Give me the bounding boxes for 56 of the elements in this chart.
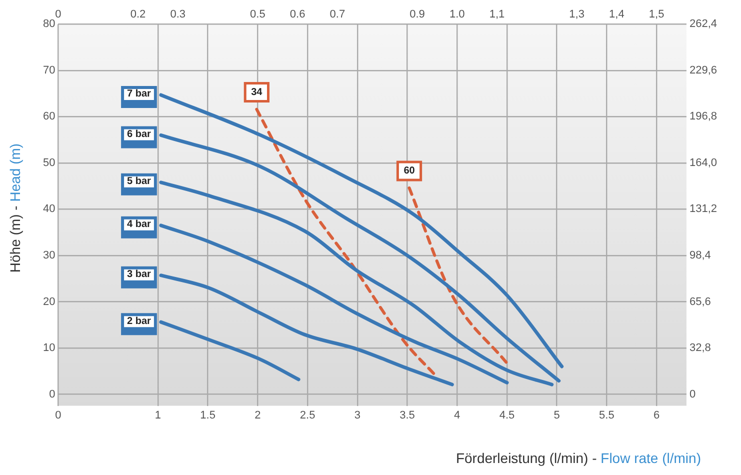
x-tick-label: 5.5 xyxy=(599,409,614,422)
y-axis-title: Höhe (m) - Head (m) xyxy=(7,143,23,273)
x-tick-label: 4 xyxy=(454,409,460,422)
line-series xyxy=(159,274,454,386)
line-series xyxy=(159,180,554,386)
x-tick-label: 2 xyxy=(254,409,261,422)
series-label: 4 bar xyxy=(127,219,152,230)
x2-tick-label: 1,1 xyxy=(489,8,505,21)
x2-tick-label: 1.0 xyxy=(449,8,465,21)
y-tick-label: 70 xyxy=(42,64,56,76)
y2-tick-label: 0 xyxy=(689,388,696,400)
x2-tick-label: 0.3 xyxy=(170,8,186,21)
x2-tick-label: 1,4 xyxy=(609,8,624,21)
x-tick-label: 2.5 xyxy=(300,409,316,422)
x2-tick-label: 0.2 xyxy=(130,8,146,21)
series-label: 34 xyxy=(251,87,263,98)
series-label: 6 bar xyxy=(127,128,152,140)
line-series xyxy=(159,224,509,384)
x-tick-label: 5 xyxy=(554,409,560,422)
y2-tick-label: 164,0 xyxy=(689,156,718,169)
y-tick-label: 0 xyxy=(49,388,56,400)
y2-tick-label: 229,6 xyxy=(689,64,718,76)
y-tick-label: 80 xyxy=(42,18,56,30)
series-label: 3 bar xyxy=(127,269,152,280)
y-tick-label: 10 xyxy=(42,342,56,354)
x-tick-label: 4.5 xyxy=(499,409,515,422)
series-label: 2 bar xyxy=(127,316,152,327)
y2-tick-label: 262,4 xyxy=(689,18,718,30)
x-axis-title: Förderleistung (l/min) - Flow rate (l/min) xyxy=(456,450,701,466)
x-tick-label: 6 xyxy=(653,409,660,422)
x2-tick-label: 0.5 xyxy=(250,8,266,21)
y2-tick-label: 196,8 xyxy=(689,110,718,123)
y-tick-label: 60 xyxy=(42,110,56,123)
x-tick-label: 3.5 xyxy=(400,409,415,422)
series-label: 60 xyxy=(404,166,416,177)
x2-tick-label: 1,5 xyxy=(648,8,664,21)
y-tick-label: 50 xyxy=(42,156,56,169)
line-series xyxy=(159,133,561,383)
x2-tick-label: 0.6 xyxy=(290,8,306,21)
y2-tick-label: 98,4 xyxy=(689,250,711,262)
y2-tick-label: 131,2 xyxy=(689,203,718,216)
y-tick-label: 40 xyxy=(42,203,56,216)
x-tick-label: 3 xyxy=(354,409,360,422)
y2-tick-label: 32,8 xyxy=(689,342,711,354)
x2-tick-label: 0.9 xyxy=(410,8,425,21)
x2-tick-label: 0.7 xyxy=(330,8,346,21)
series-label: 5 bar xyxy=(127,176,152,188)
line-series xyxy=(159,320,300,382)
x-tick-label: 1 xyxy=(154,409,162,422)
line-series xyxy=(255,108,438,378)
y-tick-label: 20 xyxy=(42,296,56,308)
x2-tick-label: 1,3 xyxy=(569,8,584,21)
x-tick-label: 1.5 xyxy=(200,409,216,422)
series-label: 7 bar xyxy=(127,88,152,100)
y-tick-label: 30 xyxy=(42,250,56,262)
y2-tick-label: 65,6 xyxy=(689,296,711,308)
